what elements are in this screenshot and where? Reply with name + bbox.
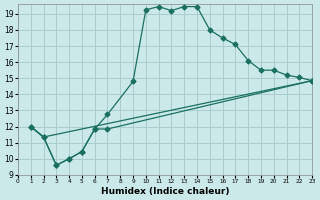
- X-axis label: Humidex (Indice chaleur): Humidex (Indice chaleur): [101, 187, 229, 196]
